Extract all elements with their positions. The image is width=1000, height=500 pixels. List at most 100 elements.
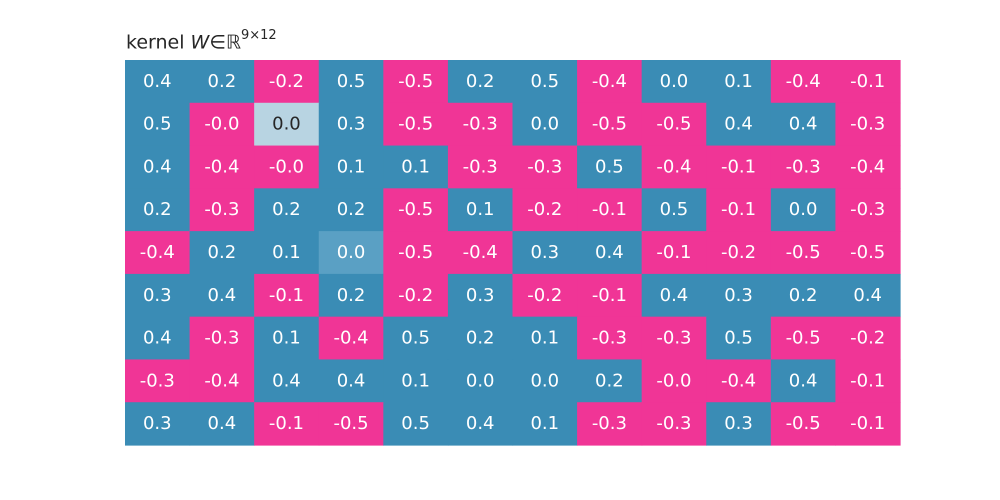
heatmap-cell-r1-c5 [447,102,514,147]
cell-label-r3-c10: 0.0 [789,199,818,220]
cell-label-r1-c6: 0.0 [530,114,559,135]
heatmap-cell-r2-c8 [641,145,707,189]
cell-label-r3-c2: 0.2 [272,199,301,220]
heatmap-cell-r2-c1 [189,145,255,189]
heatmap-cell-r7-c5 [447,359,514,403]
cell-label-r4-c7: 0.4 [595,242,624,263]
heatmap-cell-r2-c5 [447,145,514,189]
cell-label-r7-c0: -0.3 [140,370,175,391]
cell-label-r4-c6: 0.3 [530,242,559,263]
heatmap-cell-r8-c2 [254,402,320,446]
heatmap-cell-r7-c3 [318,359,384,403]
cell-label-r4-c5: -0.4 [463,242,498,263]
heatmap-cell-r2-c9 [706,145,772,189]
heatmap-cell-r0-c5 [447,60,514,104]
cell-label-r7-c2: 0.4 [272,370,301,391]
heatmap-cell-r0-c8 [641,60,707,104]
cell-label-r6-c1: -0.3 [204,328,239,349]
heatmap-cell-r1-c1 [189,102,255,147]
cell-label-r4-c10: -0.5 [786,242,821,263]
cell-label-r2-c6: -0.3 [527,156,562,177]
cell-label-r1-c2: 0.0 [272,114,301,135]
cell-label-r5-c1: 0.4 [208,285,237,306]
cell-label-r0-c9: 0.1 [724,71,753,92]
heatmap-cell-r8-c0 [125,402,191,446]
cell-label-r4-c3: 0.0 [337,242,366,263]
heatmap-cell-r5-c11 [835,273,901,318]
cell-label-r5-c11: 0.4 [853,285,882,306]
cell-label-r1-c4: -0.5 [398,114,433,135]
heatmap-cell-r7-c2 [254,359,320,403]
cell-label-r6-c7: -0.3 [592,328,627,349]
heatmap-cell-r3-c1 [189,188,255,232]
cell-label-r2-c0: 0.4 [143,156,172,177]
heatmap-cell-r6-c4 [383,316,449,361]
heatmap-cell-r3-c0 [125,188,191,232]
heatmap-cell-r8-c4 [383,402,449,446]
heatmap-cell-r3-c6 [512,188,578,232]
heatmap-cell-r1-c6 [512,102,578,147]
heatmap-cell-r7-c0 [125,359,191,403]
heatmap-cell-r0-c1 [189,60,255,104]
cell-label-r6-c6: 0.1 [530,328,559,349]
cell-label-r2-c1: -0.4 [204,156,239,177]
heatmap-cell-r5-c10 [770,273,837,318]
cell-label-r2-c4: 0.1 [401,156,430,177]
cell-label-r4-c4: -0.5 [398,242,433,263]
heatmap-cell-r0-c6 [512,60,578,104]
heatmap-cell-r0-c11 [835,60,901,104]
heatmap-cell-r8-c6 [512,402,578,446]
cell-label-r2-c11: -0.4 [850,156,885,177]
heatmap-cell-r6-c9 [706,316,772,361]
chart-title: kernel W∈ℝ9×12 [126,28,277,54]
heatmap-cell-r5-c2 [254,273,320,318]
heatmap-cell-r8-c11 [835,402,901,446]
heatmap-cell-r5-c4 [383,273,449,318]
cell-label-r1-c0: 0.5 [143,114,172,135]
heatmap-cell-r2-c7 [577,145,643,189]
cell-label-r0-c3: 0.5 [337,71,366,92]
title-variable: W [190,31,210,54]
cell-label-r6-c0: 0.4 [143,328,172,349]
cell-label-r4-c0: -0.4 [140,242,175,263]
heatmap-cell-r1-c11 [835,102,901,147]
cell-label-r0-c0: 0.4 [143,71,172,92]
heatmap-cell-r2-c3 [318,145,384,189]
heatmap-cell-r6-c8 [641,316,707,361]
heatmap-cell-r1-c8 [641,102,707,147]
heatmap-cell-r1-c10 [770,102,837,147]
heatmap-cell-r8-c5 [447,402,514,446]
cell-label-r5-c4: -0.2 [398,285,433,306]
heatmap-cell-r4-c0 [125,231,191,275]
title-prefix: kernel [126,31,191,54]
heatmap-cell-r3-c5 [447,188,514,232]
cell-label-r6-c8: -0.3 [656,328,691,349]
heatmap-cell-r2-c4 [383,145,449,189]
cell-label-r6-c10: -0.5 [786,328,821,349]
heatmap-cell-r3-c4 [383,188,449,232]
cell-label-r6-c2: 0.1 [272,328,301,349]
cell-label-r5-c7: -0.1 [592,285,627,306]
cell-label-r0-c10: -0.4 [786,71,821,92]
heatmap-cell-r5-c1 [189,273,255,318]
heatmap-cell-r7-c4 [383,359,449,403]
heatmap-cell-r2-c6 [512,145,578,189]
heatmap-cell-r5-c9 [706,273,772,318]
heatmap-cell-r1-c7 [577,102,643,147]
cell-label-r4-c2: 0.1 [272,242,301,263]
heatmap-cell-r4-c5 [447,231,514,275]
cell-label-r7-c6: 0.0 [530,370,559,391]
title-set: ℝ [225,31,241,54]
heatmap-cell-r6-c0 [125,316,191,361]
cell-label-r1-c7: -0.5 [592,114,627,135]
cell-label-r1-c5: -0.3 [463,114,498,135]
cell-label-r8-c3: -0.5 [333,413,368,434]
heatmap-cell-r6-c2 [254,316,320,361]
heatmap-cell-r1-c4 [383,102,449,147]
cell-label-r8-c10: -0.5 [786,413,821,434]
heatmap-cell-r2-c11 [835,145,901,189]
heatmap-cell-r1-c9 [706,102,772,147]
cell-label-r6-c3: -0.4 [333,328,368,349]
heatmap-cell-r6-c10 [770,316,837,361]
heatmap-cell-r5-c7 [577,273,643,318]
